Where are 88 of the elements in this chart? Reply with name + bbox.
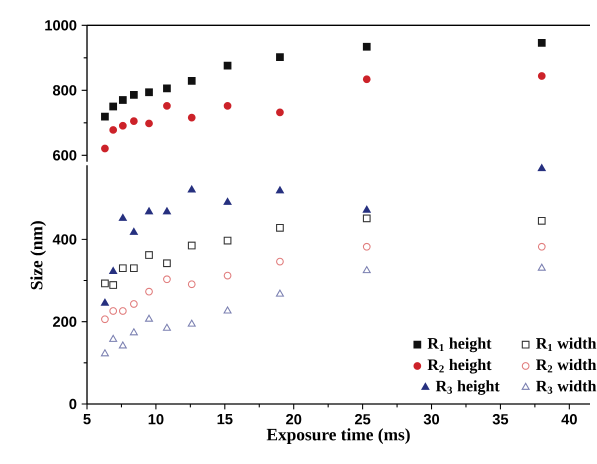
point	[362, 266, 371, 274]
point	[101, 112, 109, 120]
point	[130, 228, 138, 235]
point	[224, 102, 232, 110]
point	[188, 76, 196, 85]
point	[538, 38, 546, 47]
point	[130, 264, 138, 272]
point	[276, 108, 284, 116]
point	[100, 298, 109, 306]
point	[188, 320, 196, 327]
x-tick-label: 25	[354, 414, 370, 424]
y-tick-label: 600	[53, 150, 76, 160]
point	[188, 280, 196, 288]
legend-label: R$_{3}$ width	[536, 380, 596, 394]
point	[224, 272, 232, 280]
y-tick-label: 200	[52, 316, 76, 327]
point	[538, 164, 546, 172]
y-tick-label: 1000	[45, 20, 76, 30]
y-axis-title: Size (nm)	[30, 221, 46, 290]
point	[109, 102, 118, 110]
x-tick-label: 15	[218, 414, 233, 424]
point	[130, 300, 138, 308]
point	[109, 281, 118, 289]
point	[145, 88, 153, 96]
point	[163, 84, 171, 92]
point	[538, 264, 546, 271]
point	[118, 122, 127, 130]
point	[101, 315, 109, 324]
point	[118, 214, 127, 221]
point	[538, 216, 546, 225]
point	[130, 117, 138, 126]
point	[118, 96, 127, 104]
point	[163, 259, 171, 268]
point	[109, 126, 118, 134]
point	[163, 275, 171, 284]
point	[276, 290, 284, 297]
point	[188, 114, 196, 122]
point	[188, 185, 196, 193]
y-tick-label: 400	[52, 234, 76, 245]
y-tick-label: 800	[52, 85, 76, 96]
point	[276, 258, 284, 266]
point	[162, 324, 171, 331]
x-tick-label: 35	[492, 414, 508, 424]
point	[109, 334, 118, 342]
point	[109, 307, 118, 315]
point	[276, 53, 284, 62]
point	[130, 328, 138, 336]
point	[538, 242, 546, 251]
point	[163, 102, 171, 110]
point	[109, 266, 118, 274]
point	[224, 198, 232, 205]
legend-label: R$_{1}$ width	[536, 338, 596, 352]
point	[145, 314, 154, 322]
point	[118, 341, 127, 348]
point	[118, 264, 127, 272]
x-tick-label: 30	[424, 414, 440, 424]
point	[118, 307, 127, 315]
point	[145, 251, 153, 259]
legend-label: R$_{2}$ width	[536, 358, 596, 372]
point	[100, 349, 109, 356]
point	[224, 236, 232, 244]
point	[162, 207, 171, 214]
x-tick-label: 20	[286, 414, 302, 424]
x-tick-label: 5	[83, 414, 91, 424]
x-axis-title: Exposure time (ms)	[266, 428, 410, 444]
point	[362, 242, 371, 251]
point	[362, 206, 371, 213]
legend-label: R$_{1}$ height	[428, 338, 492, 352]
y-tick-label: 0	[69, 398, 76, 410]
point	[362, 214, 371, 222]
point	[101, 280, 109, 288]
point	[145, 288, 153, 296]
point	[145, 207, 154, 214]
point	[224, 62, 232, 70]
point	[145, 120, 153, 128]
point	[276, 186, 284, 194]
x-tick-label: 40	[561, 414, 577, 424]
point	[101, 144, 109, 152]
point	[130, 90, 138, 99]
point	[188, 242, 196, 250]
point	[362, 42, 371, 51]
point	[538, 72, 546, 80]
point	[362, 75, 371, 84]
x-tick-label: 10	[148, 414, 164, 424]
point	[276, 224, 284, 232]
point	[224, 306, 232, 314]
legend-label: R$_{2}$ height	[428, 358, 492, 374]
legend-label: R$_{3}$ height	[436, 380, 500, 395]
